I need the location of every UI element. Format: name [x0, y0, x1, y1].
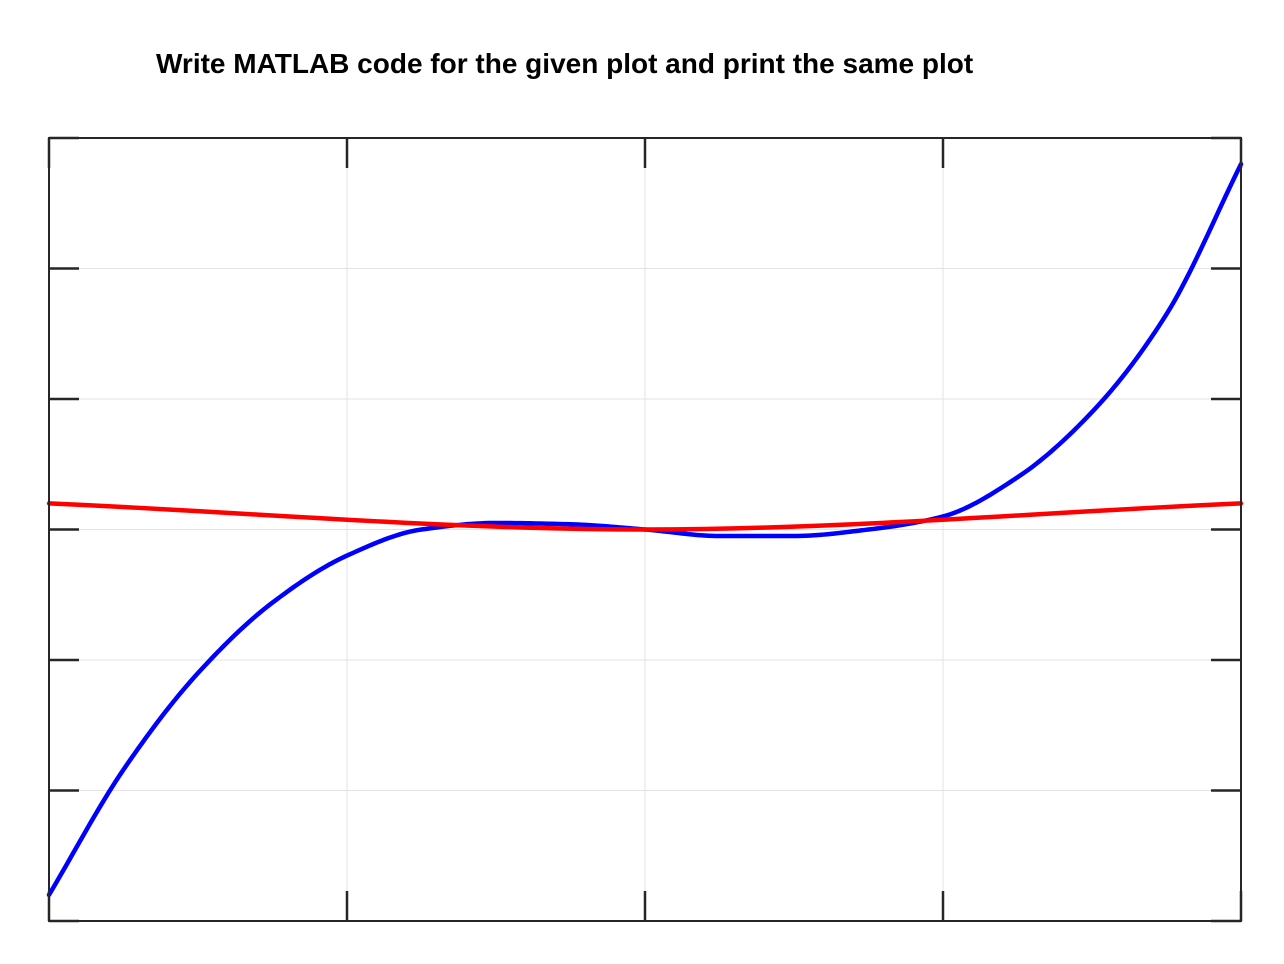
plot-series — [46, 161, 1244, 898]
axes-box — [48, 137, 1242, 922]
prompt-title: Write MATLAB code for the given plot and… — [156, 48, 974, 79]
series-line-2 — [46, 501, 1244, 532]
